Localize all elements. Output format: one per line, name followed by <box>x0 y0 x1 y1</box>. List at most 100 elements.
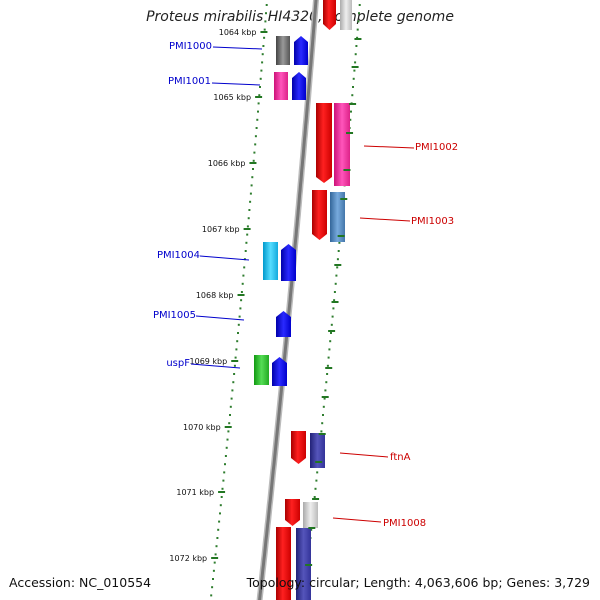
ring-dot <box>330 323 333 326</box>
gene-arrow <box>294 36 308 65</box>
ring-dot <box>259 86 261 88</box>
ring-dot <box>325 381 328 384</box>
genome-summary-text: Topology: circular; Length: 4,063,606 bp… <box>246 575 590 590</box>
ring-dot <box>261 53 264 56</box>
ring-dot <box>350 110 352 113</box>
ring-dot <box>265 12 267 15</box>
ring-dot <box>237 332 239 334</box>
gene-block <box>334 103 350 186</box>
ring-dot <box>228 422 231 425</box>
kbp-tick-label: 1072 kbp <box>169 554 207 563</box>
ring-dot <box>261 61 264 64</box>
gene-label-pmi1003: PMI1003 <box>411 216 454 227</box>
ring-dot <box>333 291 336 293</box>
ring-dot <box>334 282 337 285</box>
ring-dot <box>250 184 253 187</box>
ring-dot <box>330 332 332 334</box>
ring-dot <box>262 45 265 47</box>
ring-dot <box>254 143 257 146</box>
ring-dot <box>338 241 341 244</box>
ring-dot <box>356 36 359 39</box>
ring-dot <box>251 176 254 179</box>
ring-dot <box>214 553 217 556</box>
ring-dot <box>247 217 250 220</box>
ring-dot <box>352 86 354 88</box>
ring-dot <box>226 438 229 441</box>
label-leader-line <box>332 517 382 523</box>
gene-label-pmi1001: PMI1001 <box>168 76 211 87</box>
ring-dot <box>357 20 360 23</box>
ring-dot <box>249 200 252 203</box>
ring-dot <box>219 512 221 515</box>
ring-dot <box>333 299 336 302</box>
ring-dot <box>225 446 228 449</box>
kbp-tick-label: 1066 kbp <box>208 159 246 168</box>
label-leader-line <box>359 217 411 222</box>
ring-dot <box>257 110 259 113</box>
gene-arrow <box>323 0 336 30</box>
gene-block <box>340 0 352 30</box>
gene-block <box>296 528 311 600</box>
gene-label-pmi1000: PMI1000 <box>169 41 212 52</box>
gene-arrow <box>281 244 296 281</box>
ring-dot <box>263 28 266 31</box>
ring-dot <box>336 266 339 269</box>
kbp-tick-label: 1064 kbp <box>219 28 257 37</box>
ring-dot <box>221 487 224 490</box>
gene-label-ftna: ftnA <box>390 452 411 463</box>
kbp-tick-label: 1070 kbp <box>183 423 221 432</box>
backbone-line <box>258 0 318 600</box>
ring-dot <box>241 282 244 285</box>
ring-dot <box>220 496 223 498</box>
ring-dot <box>224 455 227 457</box>
gene-block <box>276 36 290 65</box>
ring-dot <box>356 28 359 31</box>
label-leader-line <box>211 82 261 86</box>
ring-dot <box>353 69 356 72</box>
ring-dot <box>254 135 257 138</box>
kbp-tick-label: 1068 kbp <box>196 291 234 300</box>
ring-dot <box>354 61 357 64</box>
ring-dot <box>263 36 266 39</box>
ring-dot <box>264 20 267 23</box>
ring-dot <box>256 118 259 121</box>
ring-dot <box>212 569 215 572</box>
ring-dot <box>332 307 335 310</box>
ring-dot <box>321 422 324 425</box>
ring-dot <box>235 348 238 351</box>
ring-dot <box>242 274 245 277</box>
ring-dot <box>316 471 319 474</box>
ring-dot <box>257 102 260 105</box>
ring-dot <box>236 340 239 343</box>
ring-dot <box>229 414 231 416</box>
kbp-tick-label: 1071 kbp <box>176 488 214 497</box>
gene-arrow <box>312 190 327 240</box>
ring-dot <box>355 45 358 47</box>
gene-arrow <box>292 72 306 100</box>
ring-dot <box>358 4 361 6</box>
ring-dot <box>233 364 236 367</box>
map-title: Proteus mirabilis HI4320, complete genom… <box>146 9 454 25</box>
ring-dot <box>223 471 226 474</box>
gene-label-pmi1005: PMI1005 <box>153 310 196 321</box>
gene-block <box>254 355 269 385</box>
ring-dot <box>349 118 352 121</box>
ring-dot <box>315 479 318 482</box>
kbp-tick-label: 1065 kbp <box>213 93 251 102</box>
ring-dot <box>313 496 316 498</box>
ring-dot <box>252 168 254 170</box>
ring-dot <box>323 397 326 400</box>
label-leader-line <box>212 46 263 50</box>
ring-dot <box>327 356 330 359</box>
ring-dot <box>234 356 237 359</box>
gene-label-uspf: uspF <box>166 358 190 369</box>
ring-dot <box>335 274 338 277</box>
kbp-tick-label: 1069 kbp <box>190 357 228 366</box>
label-leader-line <box>195 315 245 321</box>
gene-block <box>263 242 278 280</box>
ring-dot <box>260 69 263 72</box>
ring-dot <box>314 487 317 490</box>
ring-dot <box>218 520 221 523</box>
ring-dot <box>320 430 323 433</box>
